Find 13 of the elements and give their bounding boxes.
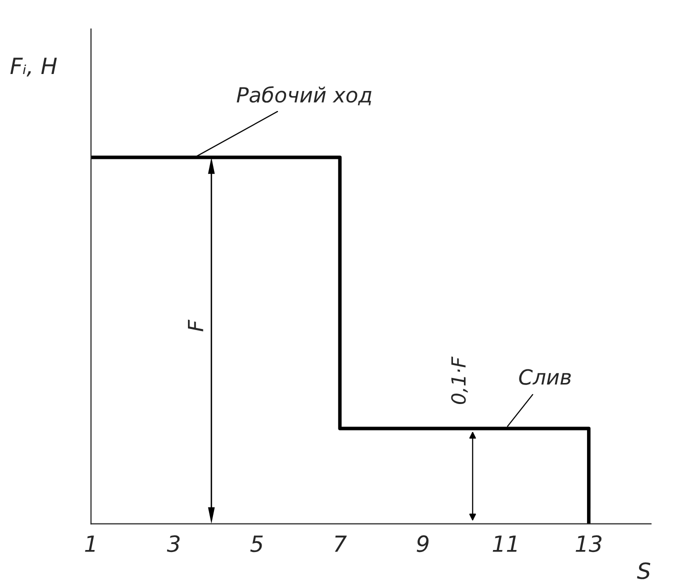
x-tick-label: 3 [166, 535, 180, 552]
x-tick-label: 5 [250, 536, 263, 552]
annotation: Слив [519, 369, 571, 385]
x-axis-title: S [637, 562, 650, 580]
annotation: F [188, 320, 204, 332]
x-tick-label: 11 [492, 536, 517, 552]
x-tick-label: 7 [334, 536, 347, 552]
x-tick-label: 1 [85, 536, 95, 552]
x-tick-label: 9 [416, 535, 429, 552]
y-axis-title: Fᵢ, Н [10, 58, 57, 77]
annotation: Рабочий ход [236, 86, 372, 106]
x-tick-label: 13 [576, 535, 602, 552]
annotation: 0,1·F [451, 356, 468, 404]
